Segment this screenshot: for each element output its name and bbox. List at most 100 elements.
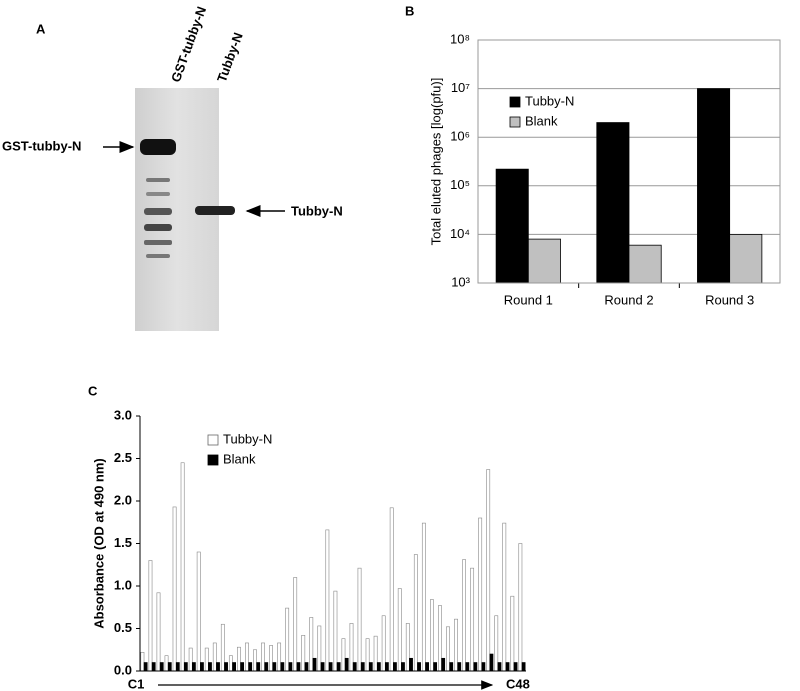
bar	[513, 662, 518, 672]
bar	[381, 615, 386, 672]
bar	[457, 662, 462, 672]
bar	[232, 662, 236, 672]
bar	[156, 592, 161, 672]
panel-label: C	[88, 383, 98, 398]
legend-label: Tubby-N	[223, 431, 272, 446]
bar	[449, 662, 454, 672]
legend-label: Blank	[223, 451, 256, 466]
y-tick-label: 1.5	[114, 535, 132, 550]
bar	[505, 662, 510, 672]
bar	[320, 662, 325, 672]
legend-label: Tubby-N	[525, 93, 574, 108]
bar	[373, 635, 378, 672]
panel-label: B	[405, 3, 414, 18]
y-tick-label: 2.0	[114, 492, 132, 507]
bar	[341, 638, 346, 672]
bar	[277, 642, 282, 672]
x-tick-label: Round 1	[504, 292, 553, 307]
y-tick-label: 10⁶	[450, 129, 470, 144]
y-tick-label: 10⁷	[451, 80, 470, 95]
bar	[357, 567, 362, 672]
bar	[470, 567, 475, 672]
bar	[325, 529, 330, 672]
bar	[312, 657, 317, 672]
bar	[430, 599, 434, 672]
bar	[478, 517, 483, 672]
bar	[393, 662, 397, 672]
bar	[296, 662, 301, 672]
bar	[220, 623, 225, 672]
bar	[240, 662, 245, 672]
y-tick-label: 10³	[451, 274, 470, 289]
bar	[495, 168, 529, 284]
bar	[224, 662, 228, 672]
bar	[204, 647, 209, 672]
bar	[237, 646, 241, 672]
y-tick-label: 10⁸	[450, 31, 470, 46]
legend-swatch	[509, 96, 521, 108]
bar	[527, 238, 561, 284]
y-tick-label: 0.5	[114, 620, 132, 635]
bar	[333, 590, 338, 672]
bar	[409, 657, 413, 672]
bar	[462, 559, 466, 672]
bar	[208, 662, 212, 672]
y-tick-label: 1.0	[114, 577, 132, 592]
bar	[293, 577, 298, 672]
y-tick-label: 2.5	[114, 450, 132, 465]
bar	[486, 469, 491, 672]
bar	[288, 662, 293, 672]
y-tick-label: 3.0	[114, 407, 132, 422]
x-tick-label: Round 3	[705, 292, 754, 307]
bar	[183, 662, 188, 672]
gel-bands	[140, 139, 235, 258]
bar	[228, 655, 233, 672]
bar	[328, 662, 333, 672]
bar	[151, 662, 156, 672]
bar	[697, 88, 731, 284]
bar	[159, 662, 164, 672]
legend-label: Blank	[525, 113, 558, 128]
legend-swatch	[207, 434, 219, 446]
bar	[175, 662, 180, 672]
bar	[280, 662, 285, 672]
bar	[417, 662, 421, 672]
lane-label: GST-tubby-N	[168, 4, 209, 84]
bar	[596, 122, 630, 284]
y-tick-label: 10⁵	[450, 177, 470, 192]
bar	[397, 588, 402, 672]
bar	[212, 642, 217, 672]
bar	[389, 507, 394, 672]
bar	[256, 662, 261, 672]
bar	[441, 657, 446, 672]
bar	[196, 551, 201, 672]
bar	[191, 662, 196, 672]
band-label: Tubby-N	[291, 203, 343, 218]
bar	[200, 662, 204, 672]
y-tick-label: 10⁴	[450, 226, 470, 241]
bar	[729, 233, 763, 284]
bar	[401, 662, 405, 672]
bar	[473, 662, 478, 672]
bar	[285, 607, 290, 672]
bar	[245, 642, 249, 672]
legend-swatch	[509, 116, 521, 128]
bar	[349, 623, 354, 672]
bar	[360, 662, 365, 672]
bar	[521, 662, 526, 672]
bar	[304, 662, 309, 672]
bar	[344, 657, 349, 672]
bar	[438, 605, 442, 672]
bar	[148, 560, 153, 672]
bar	[510, 595, 515, 672]
band-label: GST-tubby-N	[2, 138, 81, 153]
bar	[301, 634, 306, 672]
bar	[384, 662, 389, 672]
bar	[143, 662, 148, 672]
bar	[140, 651, 145, 672]
bar	[454, 618, 458, 672]
bar	[365, 638, 370, 672]
bar	[317, 625, 322, 672]
x-tick-label: C48	[506, 676, 530, 691]
bar	[489, 653, 494, 672]
